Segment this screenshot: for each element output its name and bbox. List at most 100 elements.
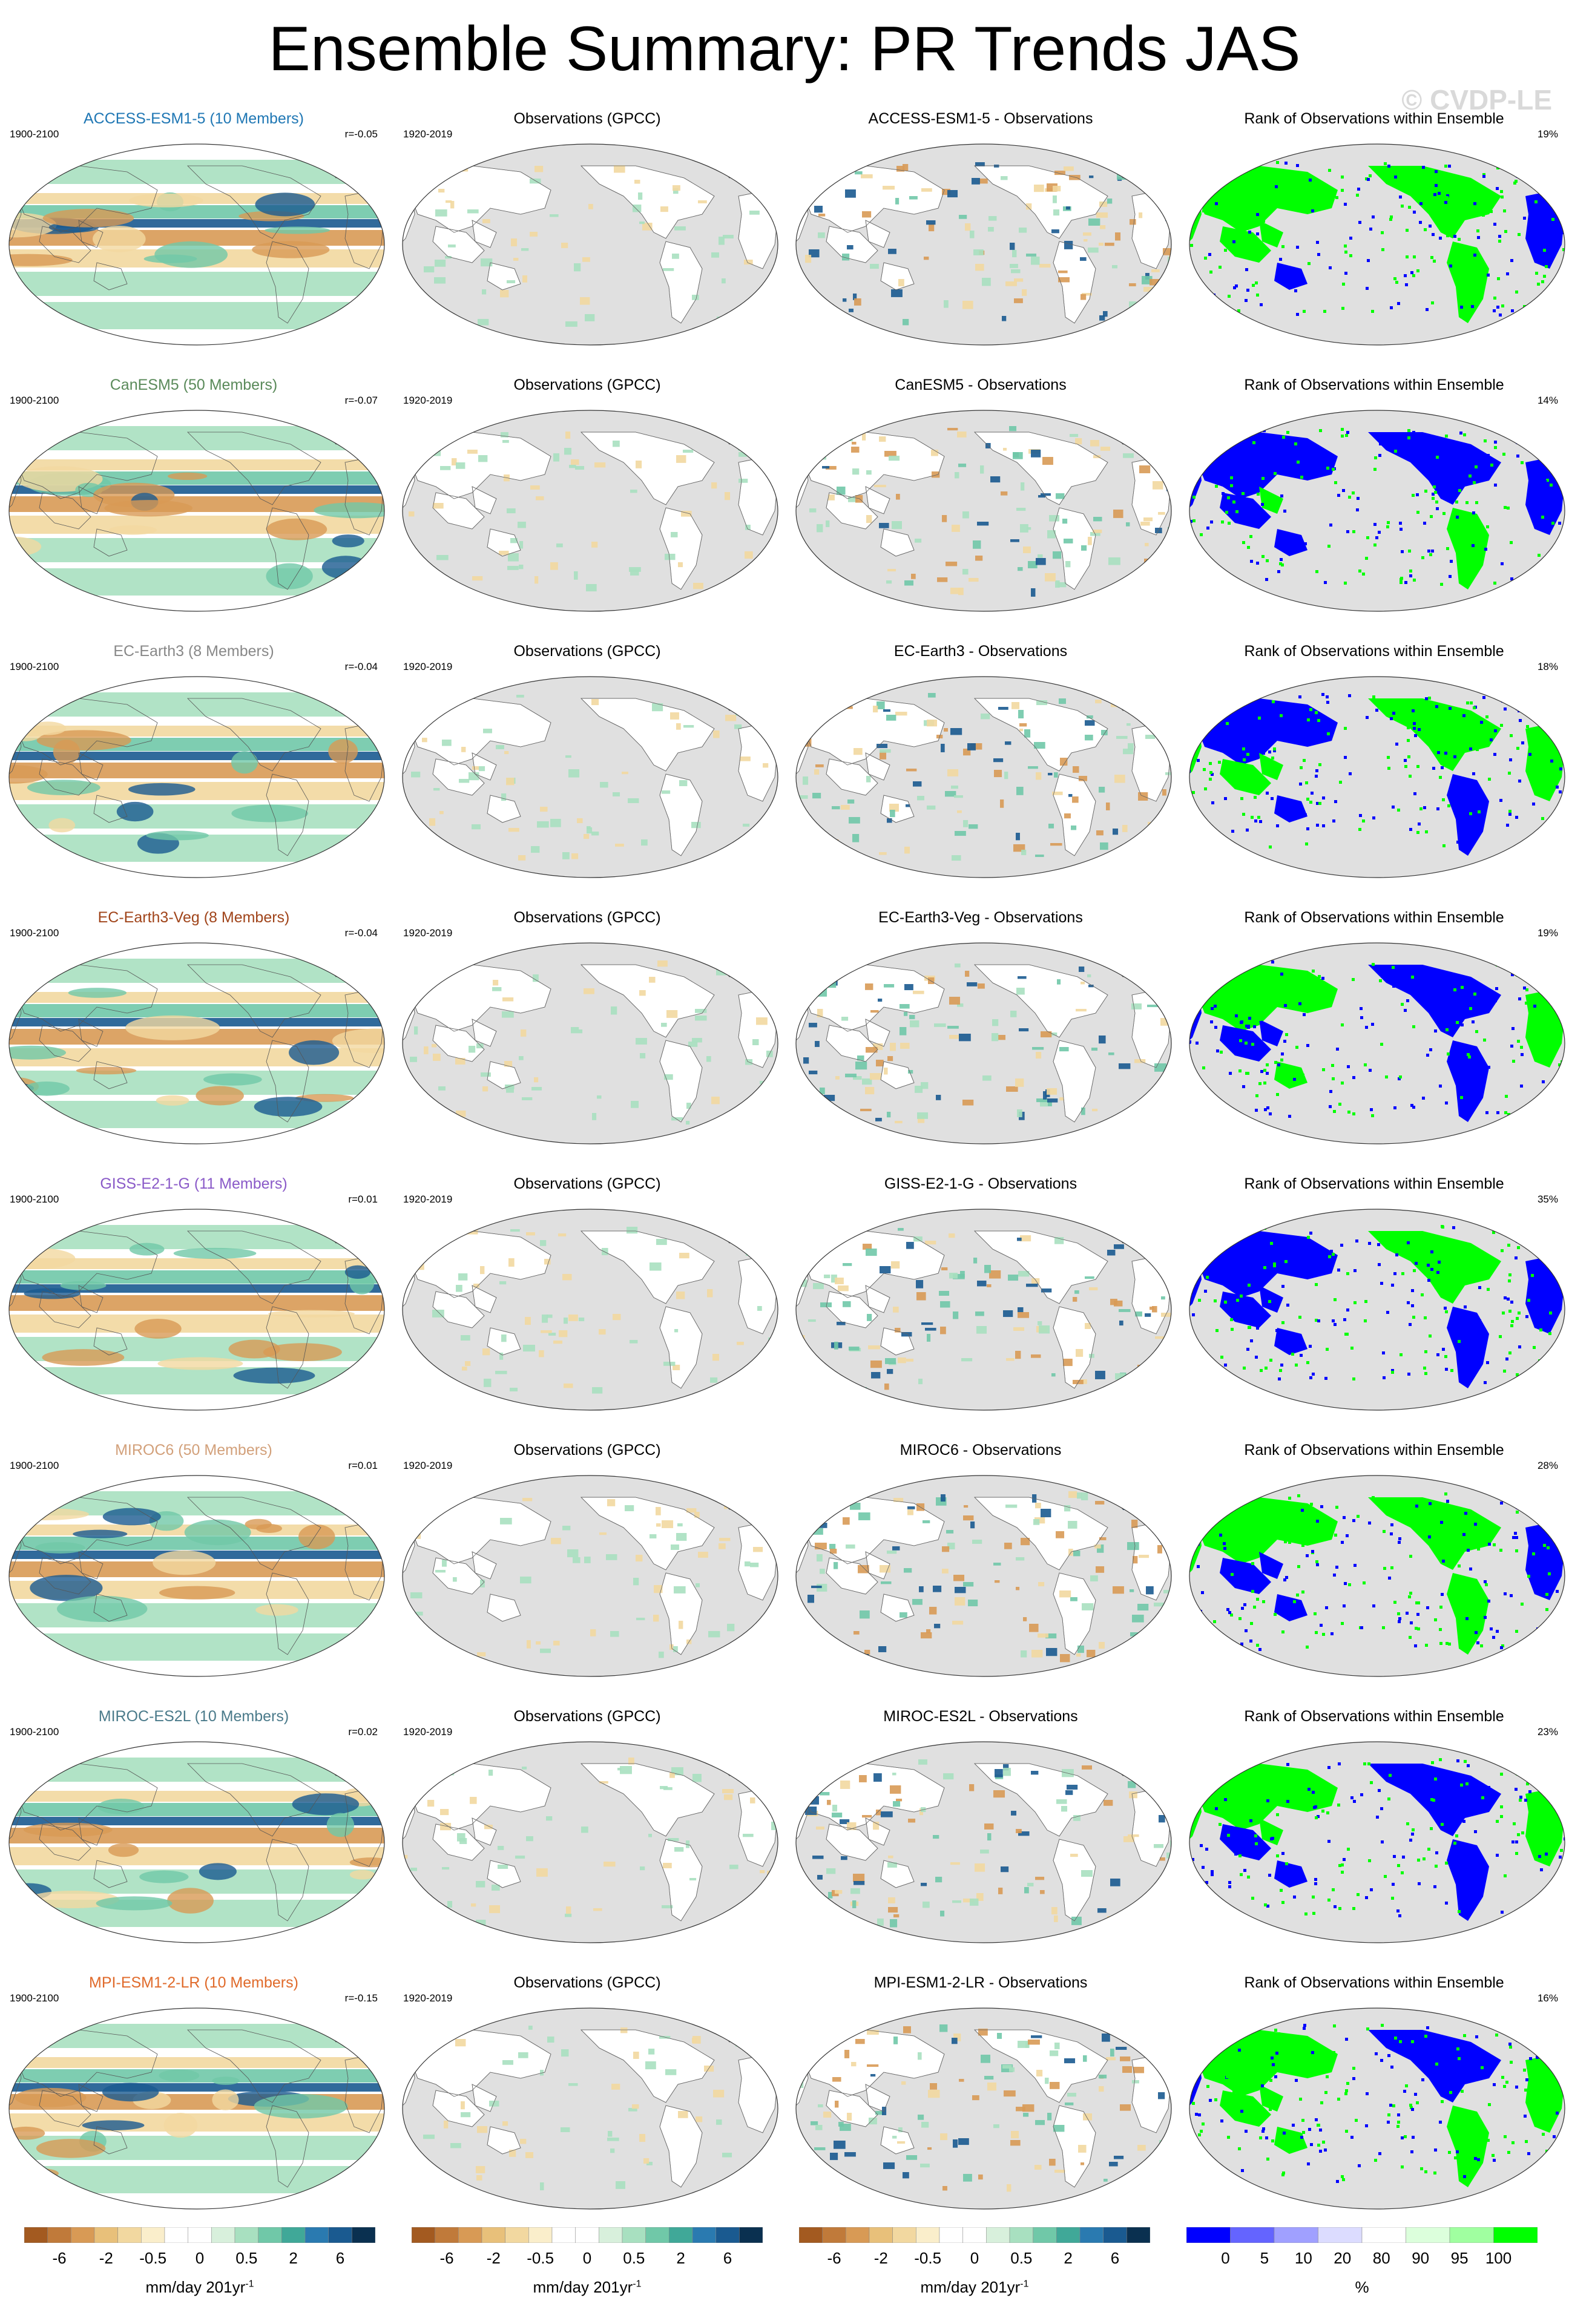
colorbar-swatches [799, 2227, 1150, 2243]
diff-map [795, 1475, 1172, 1677]
period-label: 1900-2100 [10, 1460, 59, 1471]
obs-panel: Observations (GPCC) 1920-2019 [393, 1705, 781, 1972]
model-map [8, 410, 385, 612]
colorbar-tick-label: 0 [970, 2249, 979, 2267]
model-panel: CanESM5 (50 Members) 1900-2100 r=-0.07 [0, 374, 387, 640]
diff-map [795, 942, 1172, 1144]
unit-text: mm/day 201yr [920, 2278, 1021, 2296]
colorbar-unit-label: mm/day 201yr-1 [24, 2278, 375, 2297]
diff-panel: MIROC6 - Observations [787, 1439, 1174, 1705]
unit-text: mm/day 201yr [145, 2278, 246, 2296]
pattern-correlation-label: r=-0.04 [344, 927, 378, 939]
diff-map [795, 1209, 1172, 1411]
colorbar-tick-label: 0 [195, 2249, 205, 2267]
rank-map [1189, 410, 1565, 612]
obs-panel-title: Observations (GPCC) [513, 1708, 661, 1725]
period-label: 1920-2019 [403, 927, 453, 939]
period-label: 1920-2019 [403, 1992, 453, 2004]
obs-panel-title: Observations (GPCC) [513, 909, 661, 926]
colorbar-tick-label: 0 [1221, 2249, 1230, 2267]
rank-panel-title: Rank of Observations within Ensemble [1244, 1974, 1504, 1991]
diff-panel-title: MIROC6 - Observations [900, 1442, 1062, 1459]
obs-map [402, 1209, 778, 1411]
diff-map [795, 676, 1172, 878]
model-panel-title: MPI-ESM1-2-LR (10 Members) [89, 1974, 298, 1991]
colorbar-tick-label: -2 [99, 2249, 113, 2267]
pattern-correlation-label: r=0.01 [348, 1460, 378, 1471]
rank-percent-label: 14% [1537, 395, 1558, 406]
model-panel: GISS-E2-1-G (11 Members) 1900-2100 r=0.01 [0, 1173, 387, 1439]
panel-row: CanESM5 (50 Members) 1900-2100 r=-0.07 Obse… [0, 374, 1569, 640]
diff-panel: GISS-E2-1-G - Observations [787, 1173, 1174, 1439]
panel-row: EC-Earth3-Veg (8 Members) 1900-2100 r=-0.0… [0, 907, 1569, 1173]
period-label: 1900-2100 [10, 927, 59, 939]
colorbar-tick-label: 80 [1372, 2249, 1390, 2267]
model-panel-title: ACCESS-ESM1-5 (10 Members) [84, 110, 304, 127]
colorbar-tick-label: -2 [486, 2249, 501, 2267]
rank-panel: Rank of Observations within Ensemble 28% [1180, 1439, 1568, 1705]
period-label: 1920-2019 [403, 661, 453, 672]
obs-panel: Observations (GPCC) 1920-2019 [393, 640, 781, 907]
period-label: 1900-2100 [10, 1726, 59, 1738]
colorbar-tick-label: -0.5 [139, 2249, 167, 2267]
rank-map [1189, 1209, 1565, 1411]
figure-title: Ensemble Summary: PR Trends JAS [268, 14, 1301, 84]
rank-panel-title: Rank of Observations within Ensemble [1244, 1708, 1504, 1725]
colorbar-tick-label: -6 [827, 2249, 841, 2267]
diff-map [795, 2007, 1172, 2210]
panel-row: ACCESS-ESM1-5 (10 Members) 1900-2100 r=-0.… [0, 108, 1569, 374]
colorbar-tick-label: 6 [1110, 2249, 1120, 2267]
rank-panel-title: Rank of Observations within Ensemble [1244, 376, 1504, 393]
obs-map [402, 1741, 778, 1943]
colorbar-rank: 0 5 10 20 80 90 95 100% [1186, 2227, 1538, 2300]
colorbar-tick-label: 90 [1412, 2249, 1430, 2267]
period-label: 1920-2019 [403, 128, 453, 140]
colorbar-tick-label: -0.5 [914, 2249, 942, 2267]
rank-percent-label: 35% [1537, 1193, 1558, 1205]
unit-exponent: -1 [1020, 2279, 1029, 2290]
model-map [8, 676, 385, 878]
diff-panel-title: CanESM5 - Observations [895, 376, 1067, 393]
colorbar-tick-label: 10 [1294, 2249, 1312, 2267]
panel-row: GISS-E2-1-G (11 Members) 1900-2100 r=0.01 O… [0, 1173, 1569, 1439]
model-panel-title: CanESM5 (50 Members) [110, 376, 278, 393]
model-map [8, 942, 385, 1144]
rank-percent-label: 19% [1537, 927, 1558, 939]
colorbar-unit-label: % [1186, 2278, 1538, 2297]
unit-text: % [1355, 2278, 1369, 2296]
period-label: 1920-2019 [403, 1460, 453, 1471]
obs-panel-title: Observations (GPCC) [513, 110, 661, 127]
period-label: 1900-2100 [10, 1992, 59, 2004]
colorbar-tick-label: 2 [289, 2249, 298, 2267]
obs-panel-title: Observations (GPCC) [513, 376, 661, 393]
rank-percent-label: 23% [1537, 1726, 1558, 1738]
model-panel-title: MIROC-ES2L (10 Members) [98, 1708, 289, 1725]
rank-percent-label: 16% [1537, 1992, 1558, 2004]
obs-map [402, 1475, 778, 1677]
obs-map [402, 2007, 778, 2210]
diff-panel: EC-Earth3-Veg - Observations [787, 907, 1174, 1173]
colorbar-trend-2: -6 -2 -0.5 0 0.5 2 6 mm/day 201yr-1 [412, 2227, 763, 2300]
period-label: 1900-2100 [10, 1193, 59, 1205]
colorbar-tick-label: 20 [1334, 2249, 1352, 2267]
colorbar-tick-label: 5 [1260, 2249, 1269, 2267]
rank-map [1189, 1475, 1565, 1677]
obs-panel-title: Observations (GPCC) [513, 1175, 661, 1192]
period-label: 1900-2100 [10, 395, 59, 406]
diff-map [795, 143, 1172, 346]
pattern-correlation-label: r=-0.04 [344, 661, 378, 672]
diff-panel-title: GISS-E2-1-G - Observations [884, 1175, 1077, 1192]
unit-exponent: -1 [245, 2279, 254, 2290]
model-map [8, 2007, 385, 2210]
period-label: 1900-2100 [10, 661, 59, 672]
model-panel-title: MIROC6 (50 Members) [115, 1442, 272, 1459]
colorbar-tick-label: 0 [582, 2249, 592, 2267]
colorbar-trend-3: -6 -2 -0.5 0 0.5 2 6 mm/day 201yr-1 [799, 2227, 1150, 2300]
rank-panel: Rank of Observations within Ensemble 35% [1180, 1173, 1568, 1439]
colorbar-tick-label: 100 [1485, 2249, 1512, 2267]
obs-panel: Observations (GPCC) 1920-2019 [393, 1972, 781, 2238]
colorbar-tick-label: 95 [1450, 2249, 1469, 2267]
rank-panel: Rank of Observations within Ensemble 16% [1180, 1972, 1568, 2238]
colorbar-tick-label: 0.5 [1010, 2249, 1033, 2267]
rank-map [1189, 676, 1565, 878]
